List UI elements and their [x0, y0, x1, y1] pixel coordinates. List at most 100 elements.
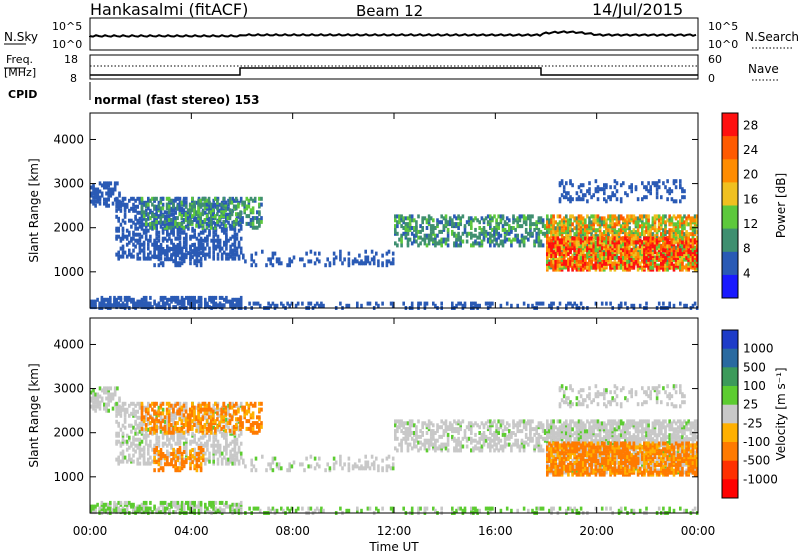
- heatmap-cell: [603, 187, 606, 192]
- heatmap-cell: [653, 181, 657, 186]
- heatmap-cell: [182, 508, 186, 513]
- heatmap-cell: [115, 457, 118, 462]
- heatmap-cell: [605, 248, 608, 253]
- heatmap-cell: [132, 236, 135, 241]
- heatmap-cell: [142, 301, 146, 306]
- heatmap-cell: [187, 251, 190, 256]
- heatmap-cell: [586, 246, 589, 251]
- heatmap-cell: [140, 218, 144, 223]
- heatmap-cell: [280, 261, 283, 266]
- heatmap-cell: [167, 204, 171, 209]
- heatmap-cell: [674, 199, 678, 204]
- heatmap-cell: [592, 193, 595, 198]
- heatmap-cell: [630, 248, 633, 253]
- heatmap-cell: [657, 218, 661, 223]
- heatmap-cell: [128, 198, 131, 203]
- heatmap-cell: [214, 301, 218, 306]
- heatmap-cell: [478, 220, 481, 225]
- heatmap-cell: [132, 411, 135, 416]
- heatmap-cell: [231, 234, 234, 239]
- heatmap-cell: [166, 427, 169, 432]
- heatmap-cell: [676, 220, 680, 225]
- heatmap-cell: [512, 226, 515, 230]
- heatmap-cell: [624, 252, 627, 257]
- heatmap-cell: [556, 248, 560, 253]
- heatmap-cell: [575, 250, 579, 255]
- heatmap-cell: [208, 451, 211, 456]
- heatmap-cell: [472, 241, 475, 246]
- heatmap-cell: [406, 237, 410, 242]
- heatmap-cell: [670, 216, 674, 221]
- heatmap-cell: [193, 218, 196, 222]
- heatmap-cell: [185, 253, 188, 258]
- heatmap-cell: [136, 218, 139, 223]
- heatmap-cell: [153, 251, 156, 256]
- heatmap-cell: [641, 265, 644, 270]
- heatmap-cell: [657, 257, 661, 262]
- heatmap-cell: [493, 229, 496, 234]
- heatmap-cell: [222, 219, 225, 224]
- heatmap-cell: [457, 222, 460, 227]
- heatmap-cell: [567, 244, 570, 249]
- heatmap-cell: [180, 253, 184, 258]
- heatmap-cell: [233, 502, 237, 507]
- heatmap-cell: [157, 257, 161, 262]
- heatmap-cell: [649, 185, 652, 190]
- heatmap-cell: [607, 256, 610, 260]
- heatmap-cell: [216, 212, 219, 217]
- heatmap-cell: [573, 259, 576, 264]
- heatmap-cell: [624, 301, 627, 306]
- heatmap-cell: [247, 214, 251, 219]
- heatmap-cell: [231, 256, 234, 261]
- colorbar-swatch: [722, 113, 738, 137]
- heatmap-cell: [157, 214, 160, 219]
- heatmap-cell: [220, 431, 224, 436]
- heatmap-cell: [204, 246, 207, 251]
- heatmap-cell: [174, 500, 177, 505]
- heatmap-cell: [558, 199, 562, 204]
- heatmap-cell: [598, 253, 602, 258]
- heatmap-cell: [649, 224, 652, 229]
- heatmap-cell: [605, 238, 608, 242]
- heatmap-cell: [444, 218, 448, 223]
- heatmap-cell: [252, 301, 256, 306]
- heatmap-cell: [398, 214, 401, 219]
- heatmap-cell: [575, 236, 579, 241]
- heatmap-cell: [136, 461, 139, 466]
- heatmap-cell: [651, 216, 655, 221]
- heatmap-cell: [147, 242, 150, 247]
- heatmap-cell: [220, 226, 224, 231]
- heatmap-cell: [260, 202, 263, 207]
- heatmap-cell: [212, 250, 215, 255]
- heatmap-cell: [136, 204, 139, 209]
- heatmap-cell: [598, 187, 602, 192]
- heatmap-cell: [163, 219, 167, 224]
- heatmap-cell: [140, 453, 144, 458]
- heatmap-cell: [685, 230, 688, 235]
- heatmap-cell: [134, 419, 137, 424]
- heatmap-cell: [121, 459, 125, 464]
- heatmap-cell: [567, 236, 570, 241]
- heatmap-cell: [182, 252, 186, 257]
- heatmap-cell: [693, 218, 697, 223]
- heatmap-cell: [157, 443, 161, 448]
- heatmap-cell: [643, 256, 646, 260]
- heatmap-cell: [457, 235, 460, 240]
- heatmap-cell: [132, 196, 135, 201]
- heatmap-cell: [562, 185, 566, 190]
- heatmap-cell: [245, 204, 249, 209]
- heatmap-cell: [125, 500, 129, 505]
- heatmap-cell: [434, 233, 437, 238]
- heatmap-cell: [674, 216, 678, 221]
- heatmap-cell: [444, 214, 448, 219]
- heatmap-cell: [459, 216, 462, 221]
- heatmap-cell: [92, 510, 95, 515]
- heatmap-cell: [117, 216, 120, 221]
- heatmap-cell: [448, 216, 452, 221]
- heatmap-cell: [216, 303, 220, 308]
- heatmap-cell: [596, 234, 600, 239]
- heatmap-cell: [600, 216, 604, 221]
- heatmap-cell: [191, 196, 194, 201]
- heatmap-cell: [119, 303, 123, 308]
- heatmap-cell: [402, 226, 405, 230]
